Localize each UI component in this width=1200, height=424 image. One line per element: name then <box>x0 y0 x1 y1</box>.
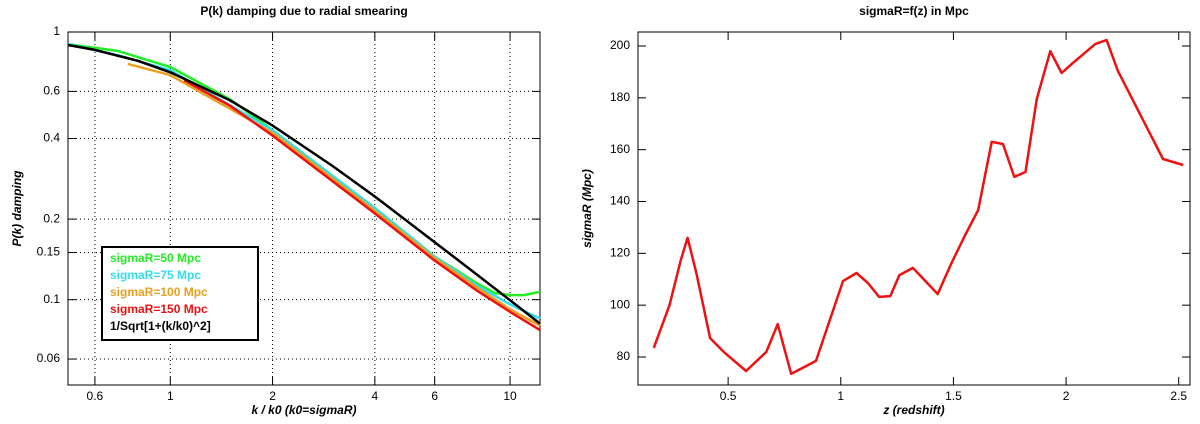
x-axis-label: k / k0 (k0=sigmaR) <box>251 403 356 417</box>
x-tick-label: 0.6 <box>87 389 104 403</box>
x-tick-label: 4 <box>372 389 379 403</box>
x-tick-label: 0.5 <box>720 389 737 403</box>
legend-entry: sigmaR=150 Mpc <box>110 302 208 316</box>
y-tick-label: 0.06 <box>37 351 61 365</box>
y-tick-label: 0.15 <box>37 245 61 259</box>
y-axis-label: sigmaR (Mpc) <box>580 169 594 248</box>
y-tick-label: 0.1 <box>43 292 60 306</box>
data-line <box>183 79 541 332</box>
legend-box <box>101 246 259 341</box>
y-tick-label: 200 <box>610 38 630 52</box>
x-tick-label: 1 <box>167 389 174 403</box>
legend-entry: sigmaR=100 Mpc <box>110 285 208 299</box>
x-tick-label: 2 <box>269 389 276 403</box>
y-axis-label: P(k) damping <box>10 170 24 247</box>
y-tick-label: 140 <box>610 194 630 208</box>
x-tick-label: 10 <box>503 389 517 403</box>
y-tick-label: 80 <box>617 349 631 363</box>
y-tick-label: 1 <box>53 24 60 38</box>
x-axis-label: z (redshift) <box>882 403 944 417</box>
x-tick-label: 6 <box>431 389 438 403</box>
y-tick-label: 160 <box>610 142 630 156</box>
plot-frame <box>637 31 1191 386</box>
y-tick-label: 180 <box>610 90 630 104</box>
legend-entry: sigmaR=75 Mpc <box>110 268 201 282</box>
data-line <box>652 38 1184 376</box>
data-line <box>127 62 541 327</box>
y-tick-label: 0.6 <box>43 84 60 98</box>
plot-frame <box>67 31 541 386</box>
y-tick-label: 120 <box>610 246 630 260</box>
x-tick-label: 2.5 <box>1170 389 1187 403</box>
y-tick-label: 0.4 <box>43 131 60 145</box>
data-line <box>67 43 541 325</box>
y-tick-label: 0.2 <box>43 211 60 225</box>
chart-title: P(k) damping due to radial smearing <box>200 4 407 18</box>
legend-entry: 1/Sqrt[1+(k/k0)^2] <box>110 319 211 333</box>
legend-entry: sigmaR=50 Mpc <box>110 251 201 265</box>
y-tick-label: 100 <box>610 297 630 311</box>
x-tick-label: 1.5 <box>945 389 962 403</box>
chart-title: sigmaR=f(z) in Mpc <box>859 4 969 18</box>
x-tick-label: 1 <box>837 389 844 403</box>
x-tick-label: 2 <box>1063 389 1070 403</box>
